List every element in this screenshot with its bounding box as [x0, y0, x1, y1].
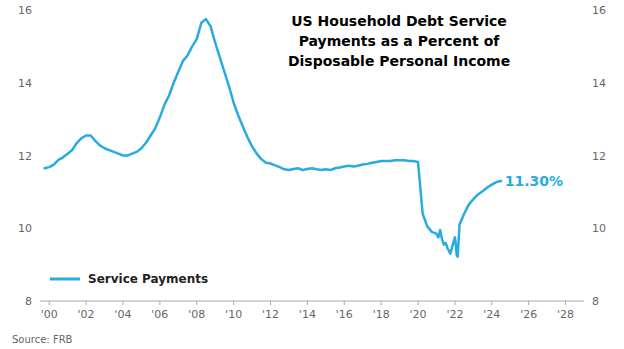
x-tick — [307, 301, 308, 305]
y-tick-label: 8 — [25, 295, 32, 308]
x-tick — [233, 301, 234, 305]
x-tick-label: '12 — [262, 308, 279, 321]
legend-label: Service Payments — [88, 272, 208, 286]
x-tick-label: '06 — [151, 308, 168, 321]
y-tick-label: 16 — [18, 4, 32, 17]
legend-swatch — [50, 278, 80, 281]
y2-tick-label: 10 — [592, 222, 606, 235]
y-tick-label: 12 — [18, 150, 32, 163]
y2-tick-label: 16 — [592, 4, 606, 17]
source: Source: FRB — [12, 334, 73, 345]
x-tick-label: '00 — [41, 308, 58, 321]
x-tick — [122, 301, 123, 305]
x-tick — [381, 301, 382, 305]
x-tick-label: '02 — [78, 308, 95, 321]
x-tick-label: '14 — [299, 308, 316, 321]
y2-tick-label: 12 — [592, 150, 606, 163]
x-tick-label: '16 — [336, 308, 353, 321]
title: US Household Debt ServicePayments as a P… — [288, 13, 510, 69]
legend: Service Payments — [50, 272, 208, 286]
x-tick-label: '18 — [373, 308, 390, 321]
x-tick — [418, 301, 419, 305]
x-tick-label: '04 — [114, 308, 131, 321]
x-tick — [159, 301, 160, 305]
x-tick — [270, 301, 271, 305]
x-tick-label: '08 — [188, 308, 205, 321]
x-tick-label: '28 — [557, 308, 574, 321]
x-axis-line — [40, 301, 584, 302]
x-tick — [49, 301, 50, 305]
y-tick-label: 14 — [18, 77, 32, 90]
x-tick — [491, 301, 492, 305]
x-tick — [196, 301, 197, 305]
x-tick — [344, 301, 345, 305]
annotation: 11.30% — [505, 173, 563, 189]
x-tick-label: '26 — [520, 308, 537, 321]
y2-tick-label: 14 — [592, 77, 606, 90]
chart: '00 '02 '04 '06 '08 '10 '12 '14 '16 '18 '20 '22 '24 '… — [0, 0, 624, 349]
y2-tick-label: 8 — [592, 295, 599, 308]
y-tick-label: 10 — [18, 222, 32, 235]
x-tick-label: '24 — [483, 308, 500, 321]
x-tick-label: '20 — [410, 308, 427, 321]
x-tick-label: '22 — [446, 308, 463, 321]
x-tick — [565, 301, 566, 305]
x-tick-label: '10 — [225, 308, 242, 321]
x-tick — [86, 301, 87, 305]
x-tick — [454, 301, 455, 305]
x-tick — [528, 301, 529, 305]
